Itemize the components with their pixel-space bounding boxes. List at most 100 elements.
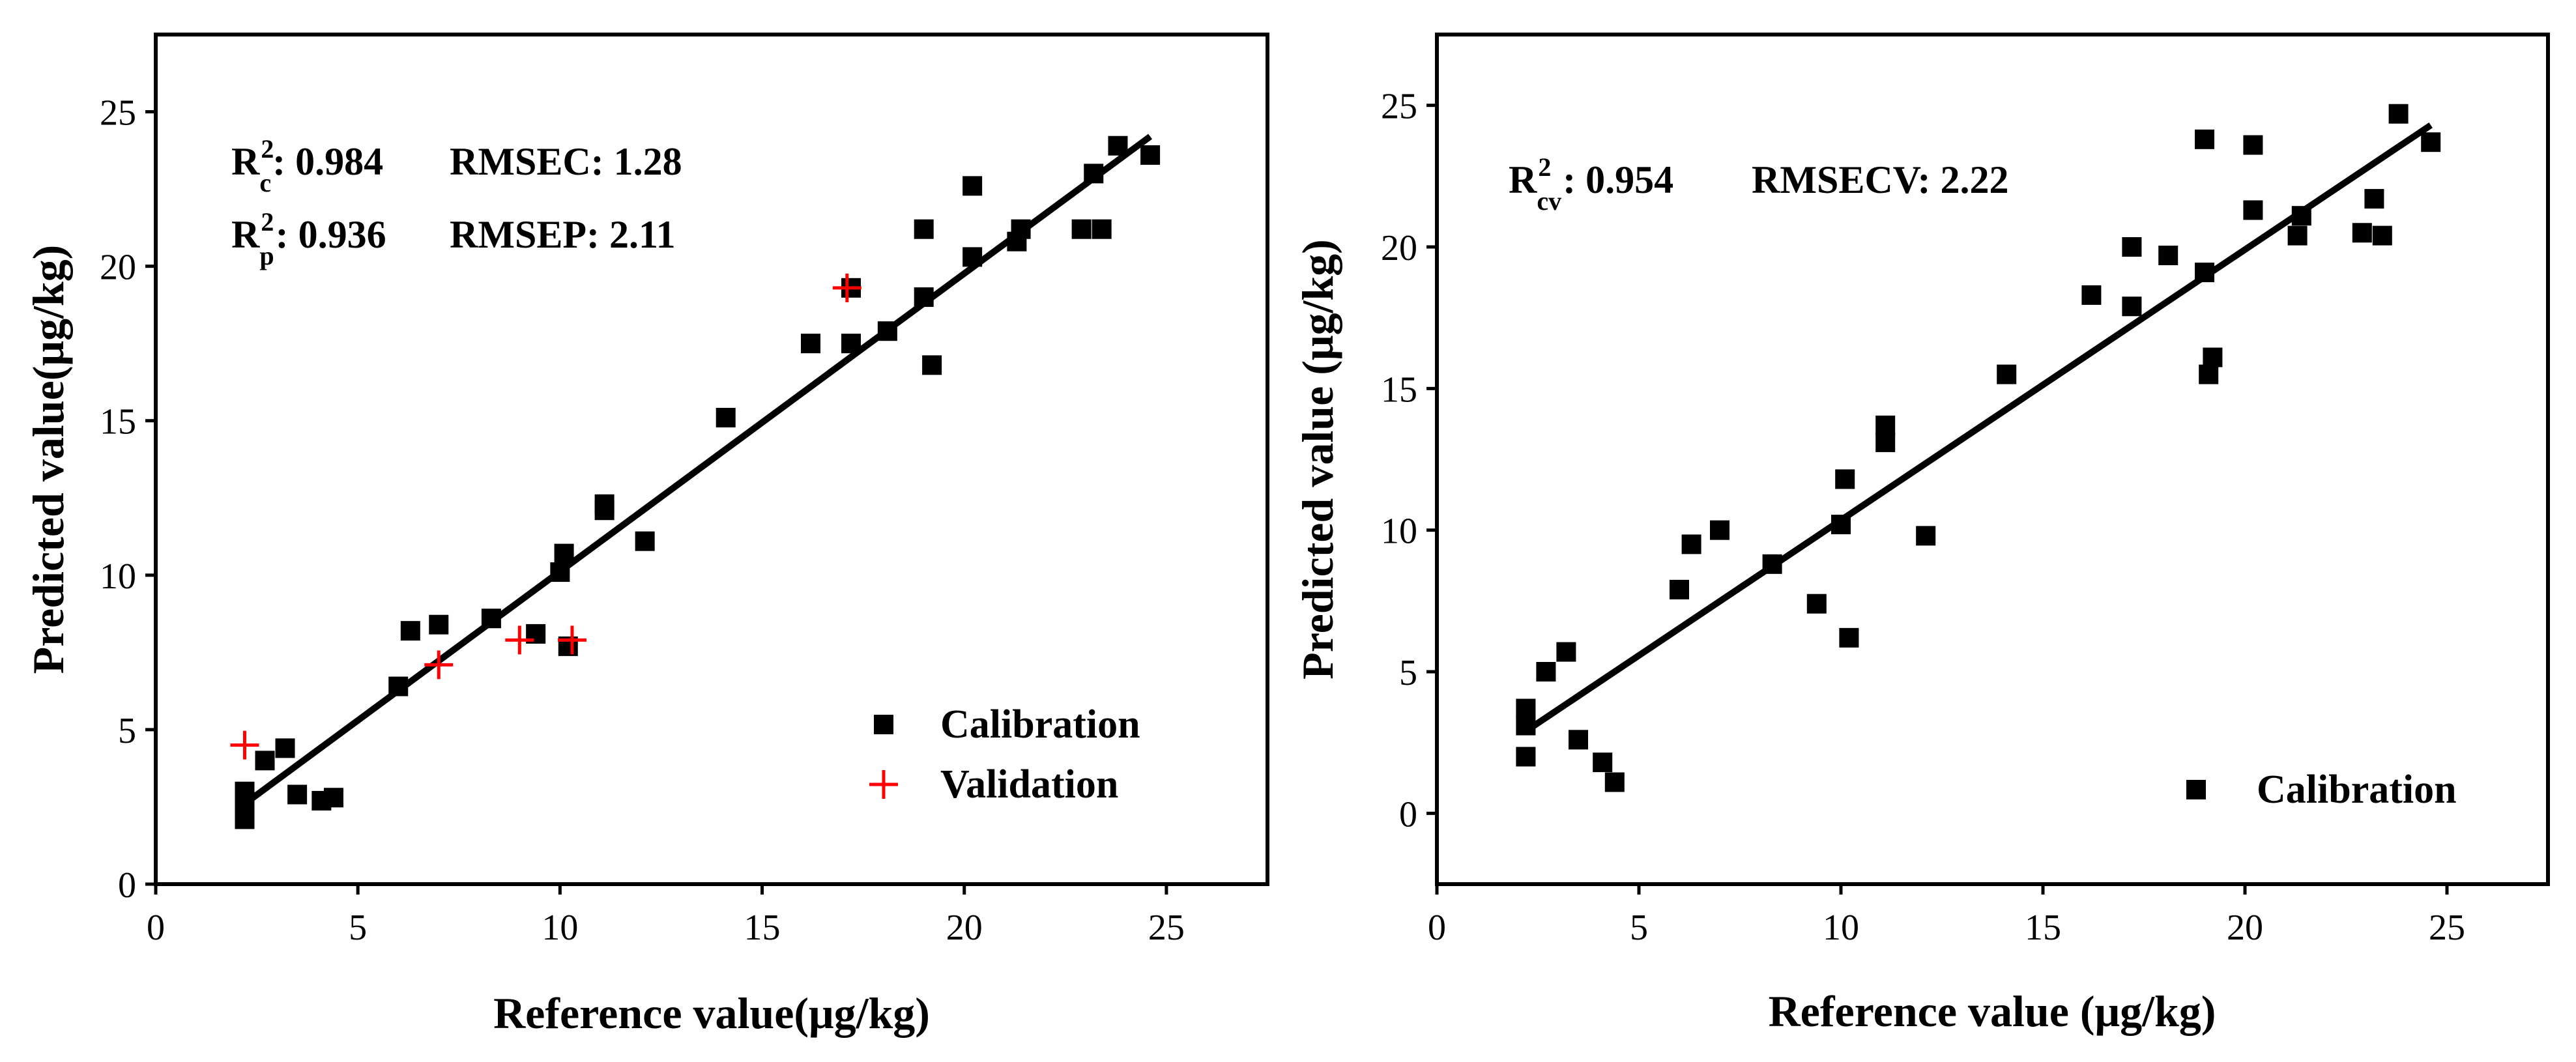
calibration-point bbox=[914, 287, 934, 308]
r-value: : 0.954 bbox=[1563, 158, 1673, 201]
calibration-point bbox=[594, 494, 615, 514]
right-x-axis-title: Reference value (μg/kg) bbox=[1769, 986, 2216, 1036]
calibration-point bbox=[2199, 364, 2219, 384]
x-tick-label: 0 bbox=[147, 908, 165, 948]
calibration-point bbox=[962, 247, 983, 267]
y-tick-label: 25 bbox=[1381, 87, 1417, 127]
calibration-point bbox=[1071, 219, 1092, 239]
calibration-point bbox=[1681, 534, 1701, 554]
validation-point bbox=[424, 650, 454, 680]
calibration-point bbox=[1875, 432, 1896, 452]
calibration-point bbox=[877, 321, 897, 341]
calibration-point bbox=[1670, 579, 1689, 599]
calibration-point bbox=[716, 407, 736, 427]
left-plot-frame bbox=[154, 33, 1269, 886]
x-tick-label: 5 bbox=[1630, 908, 1648, 948]
legend-marker-calibration bbox=[2186, 780, 2206, 799]
calibration-point bbox=[1875, 415, 1896, 435]
fit-line bbox=[1524, 122, 2433, 734]
left-points bbox=[230, 136, 1161, 829]
legend-label-calibration: Calibration bbox=[940, 702, 1140, 747]
r-sup: 2 bbox=[261, 207, 274, 237]
calibration-point bbox=[914, 219, 934, 239]
calibration-point bbox=[1516, 715, 1536, 736]
right-chart: 0 5 10 15 20 25 0 5 10 15 20 25 R2 cv: 0.954 RMSECV: … bbox=[1293, 33, 2550, 1036]
y-tick-label: 15 bbox=[1381, 369, 1417, 410]
calibration-point bbox=[2287, 225, 2308, 246]
calibration-point bbox=[2195, 129, 2214, 149]
validation-point bbox=[557, 625, 586, 655]
validation-point bbox=[505, 625, 534, 655]
validation-point bbox=[230, 730, 259, 760]
r-squared-text: R2 c: 0.984 bbox=[231, 134, 383, 197]
left-x-axis-title: Reference value(μg/kg) bbox=[493, 988, 930, 1038]
calibration-point bbox=[2195, 263, 2214, 283]
y-tick-label: 10 bbox=[100, 556, 136, 597]
calibration-point bbox=[1916, 526, 1936, 546]
calibration-point bbox=[1839, 627, 1859, 648]
calibration-point bbox=[962, 176, 983, 196]
legend-label-validation: Validation bbox=[940, 762, 1118, 807]
calibration-point bbox=[388, 676, 409, 696]
error-text: RMSEP: 2.11 bbox=[450, 213, 676, 256]
calibration-point bbox=[2081, 285, 2102, 305]
calibration-point bbox=[1140, 145, 1161, 165]
legend-marker-calibration bbox=[874, 715, 893, 734]
calibration-point bbox=[235, 781, 255, 801]
right-plot-frame bbox=[1435, 33, 2550, 886]
calibration-point bbox=[481, 609, 501, 629]
calibration-point bbox=[1092, 219, 1112, 239]
calibration-point bbox=[2291, 206, 2311, 226]
calibration-point bbox=[429, 614, 449, 635]
calibration-point bbox=[1516, 698, 1536, 719]
calibration-point bbox=[275, 738, 295, 758]
left-y-axis-title: Predicted value(μg/kg) bbox=[23, 245, 73, 674]
x-tick-label: 25 bbox=[1148, 908, 1185, 948]
calibration-point bbox=[400, 621, 420, 641]
calibration-point bbox=[2203, 347, 2223, 367]
y-tick-label: 5 bbox=[118, 711, 136, 751]
x-tick-label: 10 bbox=[542, 908, 578, 948]
error-text: RMSECV: 2.22 bbox=[1752, 158, 2008, 201]
y-tick-label: 0 bbox=[1399, 794, 1417, 835]
calibration-point bbox=[1593, 753, 1613, 773]
calibration-point bbox=[1084, 164, 1104, 184]
r-squared-text: R2 cv: 0.954 bbox=[1509, 152, 1673, 216]
x-tick-label: 5 bbox=[349, 908, 367, 948]
y-tick-label: 20 bbox=[1381, 228, 1417, 268]
calibration-point bbox=[922, 355, 942, 375]
calibration-point bbox=[1710, 520, 1729, 540]
y-tick-label: 10 bbox=[1381, 511, 1417, 552]
r-sup: 2 bbox=[261, 134, 274, 164]
y-tick-label: 20 bbox=[100, 248, 136, 288]
error-text: RMSEC: 1.28 bbox=[450, 140, 682, 183]
calibration-point bbox=[1108, 136, 1128, 156]
right-legend: Calibration bbox=[2186, 768, 2457, 812]
y-tick-label: 5 bbox=[1399, 653, 1417, 693]
calibration-point bbox=[1536, 662, 1556, 682]
left-ticks: 0 5 10 15 20 25 0 5 10 15 20 25 bbox=[100, 93, 1185, 948]
calibration-point bbox=[1831, 514, 1851, 534]
calibration-point bbox=[2158, 246, 2178, 266]
y-tick-label: 0 bbox=[118, 865, 136, 906]
calibration-point bbox=[2243, 135, 2263, 155]
r-sub: c bbox=[259, 168, 271, 197]
calibration-point bbox=[255, 751, 275, 771]
right-points bbox=[1516, 104, 2441, 792]
calibration-point bbox=[1835, 469, 1855, 489]
y-tick-label: 15 bbox=[100, 402, 136, 442]
x-tick-label: 10 bbox=[1823, 908, 1859, 948]
r-base: R bbox=[231, 213, 260, 256]
r-sub: p bbox=[259, 241, 274, 270]
calibration-point bbox=[2372, 225, 2392, 246]
calibration-point bbox=[2122, 296, 2142, 317]
y-tick-label: 25 bbox=[100, 93, 136, 134]
calibration-point bbox=[1556, 642, 1576, 662]
legend-marker-validation bbox=[869, 770, 898, 799]
calibration-point bbox=[635, 531, 655, 551]
right-fit bbox=[1524, 122, 2433, 734]
right-ticks: 0 5 10 15 20 25 0 5 10 15 20 25 bbox=[1381, 87, 2465, 948]
